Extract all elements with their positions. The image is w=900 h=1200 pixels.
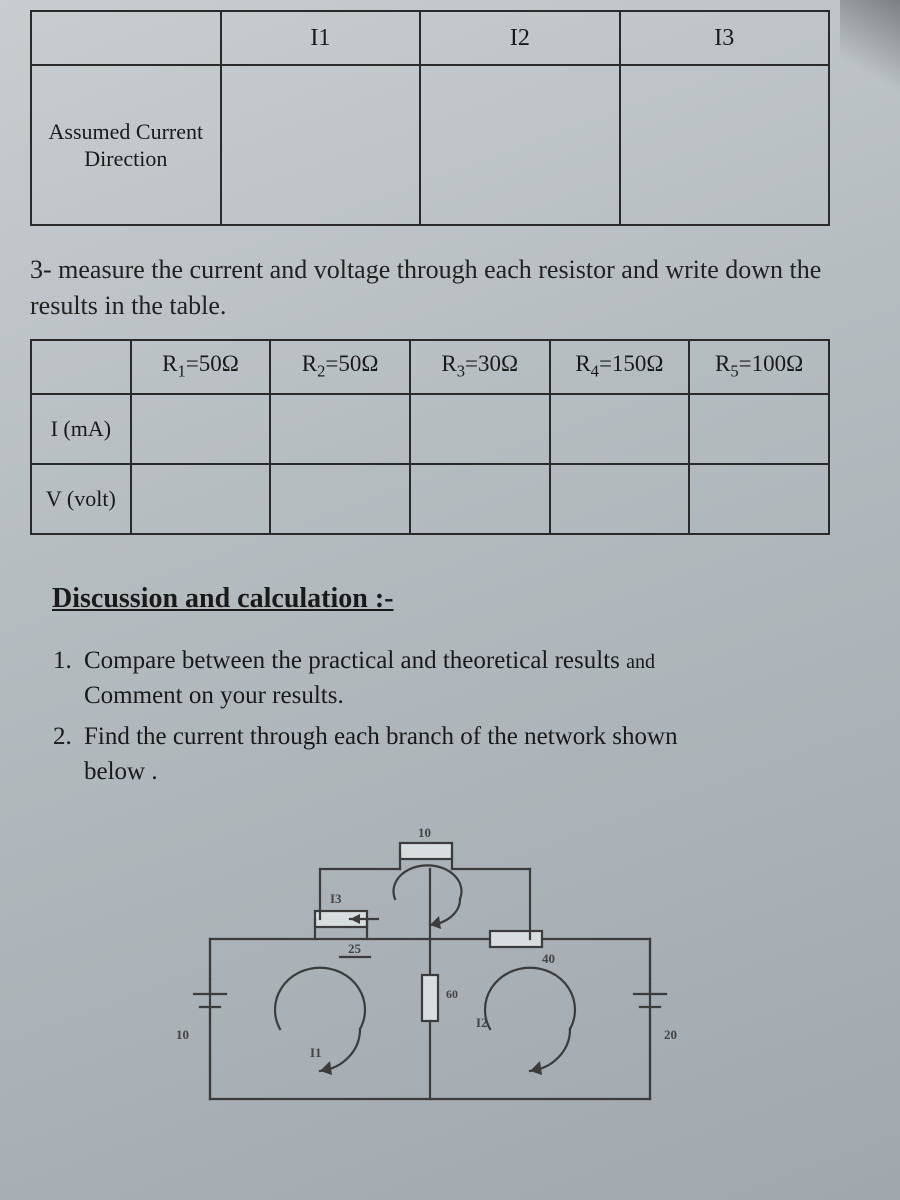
discussion-item-2: Find the current through each branch of … (78, 719, 860, 789)
t2-r2c3 (410, 464, 550, 534)
t1-rowlabel: Assumed Current Direction (31, 65, 221, 225)
t1-h3: I3 (620, 11, 829, 65)
t2-h4: R4=150Ω (550, 340, 690, 394)
t2-r2-label: V (volt) (31, 464, 131, 534)
discussion-heading: Discussion and calculation :- (52, 583, 860, 615)
t2-h2: R2=50Ω (270, 340, 410, 394)
t1-c3 (620, 65, 829, 225)
t2-r2c1 (131, 464, 271, 534)
t2-r2c4 (550, 464, 690, 534)
t1-c2 (420, 65, 619, 225)
t1-h1: I1 (221, 11, 420, 65)
discussion-item-1: Compare between the practical and theore… (78, 643, 860, 713)
t2-h3: R3=30Ω (410, 340, 550, 394)
t2-r1c5 (689, 394, 829, 464)
t2-r1c4 (550, 394, 690, 464)
t2-r1c1 (131, 394, 271, 464)
circuit-svg (170, 829, 690, 1129)
t1-h2: I2 (420, 11, 619, 65)
instruction-text: 3- measure the current and voltage throu… (30, 252, 860, 325)
t2-h0 (31, 340, 131, 394)
assumed-current-table: I1 I2 I3 Assumed Current Direction (30, 10, 830, 226)
t2-r1c3 (410, 394, 550, 464)
t2-h5: R5=100Ω (689, 340, 829, 394)
t2-h1: R1=50Ω (131, 340, 271, 394)
resistor-measurement-table: R1=50Ω R2=50Ω R3=30Ω R4=150Ω R5=100Ω I (… (30, 339, 830, 535)
t2-r2c5 (689, 464, 829, 534)
t1-c1 (221, 65, 420, 225)
circuit-diagram: 10 I3 25 60 40 I2 10 20 I1 (170, 829, 690, 1129)
t2-r1-label: I (mA) (31, 394, 131, 464)
t2-r1c2 (270, 394, 410, 464)
t2-r2c2 (270, 464, 410, 534)
discussion-list: Compare between the practical and theore… (50, 643, 860, 789)
t1-h0 (31, 11, 221, 65)
